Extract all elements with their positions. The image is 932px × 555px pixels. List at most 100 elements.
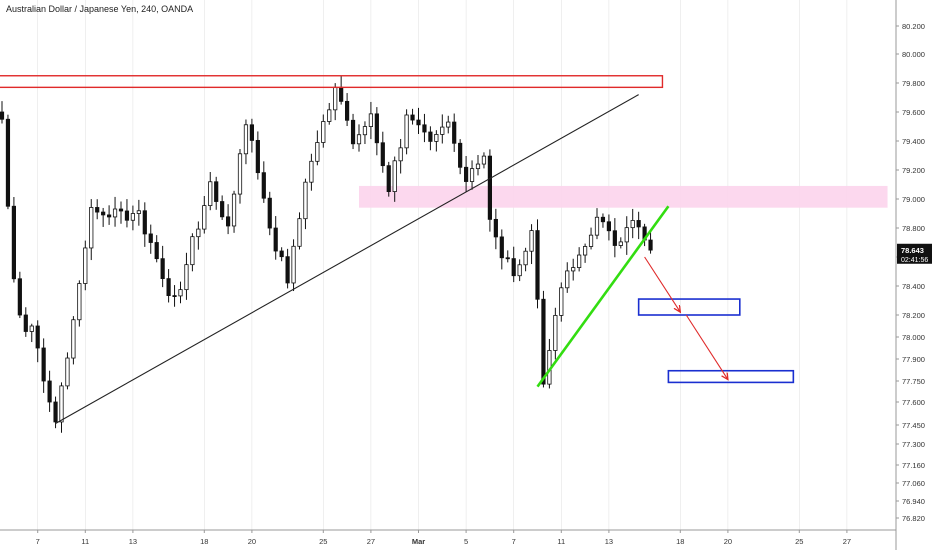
candle-up — [231, 193, 237, 227]
candle-up — [392, 160, 397, 192]
candle-down — [541, 298, 546, 385]
candle-up — [29, 325, 34, 332]
candle-down — [428, 131, 433, 142]
candle-up — [404, 114, 409, 149]
projection-arrow-1 — [644, 256, 681, 312]
candle-down — [279, 250, 284, 258]
candle-down — [11, 205, 16, 280]
candle-up — [243, 124, 249, 155]
candle-down — [142, 210, 147, 235]
candle-down — [17, 278, 22, 316]
candle-down — [505, 257, 510, 260]
candle-up — [469, 168, 475, 182]
candle-up — [594, 216, 600, 236]
candle-up — [434, 134, 439, 142]
candle-down — [101, 211, 106, 216]
y-tick-label: 80.000 — [902, 50, 925, 59]
y-tick-label: 79.400 — [902, 137, 925, 146]
candle-up — [559, 287, 564, 316]
candle-up — [291, 245, 296, 284]
candle-up — [315, 142, 320, 162]
x-tick-label: 18 — [200, 537, 208, 546]
candle-up — [398, 147, 403, 162]
candle-up — [517, 264, 522, 277]
candle-down — [458, 142, 463, 168]
candle-up — [112, 208, 118, 218]
candle-down — [285, 256, 290, 284]
candle-up — [327, 109, 332, 122]
candle-down — [5, 118, 11, 207]
candle-up — [297, 218, 302, 247]
candle-up — [202, 205, 207, 230]
candle-down — [636, 220, 641, 228]
candle-up — [83, 247, 88, 284]
x-tick-label: Mar — [412, 537, 425, 546]
candle-down — [273, 227, 278, 252]
candle-up — [178, 289, 183, 297]
black-trendline — [55, 94, 639, 424]
candle-down — [452, 121, 457, 144]
candle-up — [190, 236, 195, 266]
candle-up — [571, 267, 576, 272]
candle-down — [339, 86, 344, 102]
y-tick-label: 78.200 — [902, 311, 925, 320]
candle-down — [35, 325, 40, 349]
candle-down — [416, 119, 421, 126]
candle-down — [23, 314, 28, 332]
candle-down — [648, 239, 653, 251]
candle-up — [208, 181, 213, 207]
candle-up — [583, 246, 588, 256]
y-tick-label: 77.600 — [902, 398, 925, 407]
candle-down — [148, 233, 153, 243]
candle-up — [481, 155, 487, 165]
y-tick-label: 79.200 — [902, 166, 925, 175]
resistance-box — [0, 75, 664, 89]
x-tick-label: 20 — [724, 537, 732, 546]
candle-down — [255, 140, 260, 174]
candle-down — [600, 216, 606, 223]
target-box-1 — [637, 298, 741, 316]
candle-up — [565, 270, 570, 289]
candle-down — [160, 258, 165, 279]
candle-down — [380, 142, 385, 167]
x-tick-label: 25 — [319, 537, 327, 546]
candle-down — [0, 111, 5, 120]
y-tick-label: 77.060 — [902, 479, 925, 488]
candle-down — [344, 100, 350, 121]
candle-down — [410, 114, 415, 121]
projection-arrow-2 — [685, 314, 728, 380]
y-tick-label: 76.940 — [902, 497, 925, 506]
candle-up — [368, 113, 374, 127]
x-tick-label: 7 — [512, 537, 516, 546]
candle-up — [529, 230, 534, 252]
candle-down — [172, 295, 177, 297]
y-tick-label: 76.820 — [902, 514, 925, 523]
candle-up — [130, 213, 135, 221]
x-tick-label: 18 — [676, 537, 684, 546]
candle-down — [166, 278, 171, 296]
candle-up — [356, 134, 362, 145]
candle-up — [618, 241, 623, 246]
support-zone — [359, 185, 888, 208]
candle-up — [440, 126, 445, 135]
candle-up — [303, 181, 308, 220]
y-tick-label: 79.800 — [902, 79, 925, 88]
y-tick-label: 77.160 — [902, 461, 925, 470]
x-tick-label: 27 — [843, 537, 851, 546]
x-tick-label: 11 — [557, 537, 565, 546]
green-trendline — [536, 205, 670, 388]
y-tick-label: 79.600 — [902, 108, 925, 117]
candle-down — [535, 230, 540, 300]
candle-countdown: 02:41:56 — [901, 257, 928, 264]
x-tick-label: 13 — [129, 537, 137, 546]
candle-down — [374, 113, 379, 144]
candle-down — [511, 258, 516, 277]
candle-down — [118, 208, 124, 212]
candle-down — [225, 216, 231, 227]
y-tick-label: 77.750 — [902, 377, 925, 386]
y-tick-label: 77.900 — [902, 355, 925, 364]
candle-up — [65, 357, 70, 387]
y-tick-label: 77.300 — [902, 440, 925, 449]
